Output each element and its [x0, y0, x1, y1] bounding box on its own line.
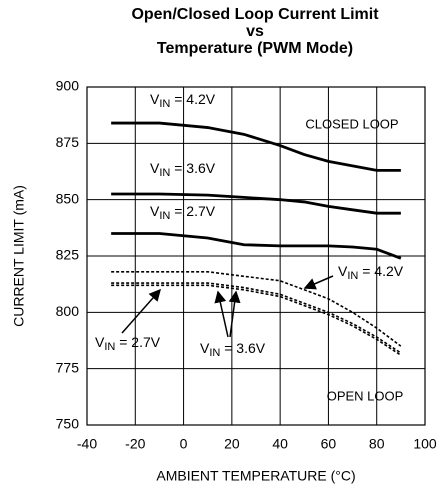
series-label: VIN = 3.6V: [200, 340, 266, 359]
label-part: IN: [209, 347, 220, 359]
annotation: OPEN LOOP: [327, 388, 404, 403]
line: [111, 192, 401, 215]
y-axis-label: CURRENT LIMIT (mA): [11, 185, 27, 327]
y-tick-label: 825: [56, 247, 80, 263]
label-part: IN: [159, 98, 170, 110]
series-label: VIN = 2.7V: [150, 203, 216, 222]
label-part: = 2.7V: [115, 334, 160, 350]
label-part: = 4.2V: [170, 91, 215, 107]
x-tick-label: -40: [77, 436, 97, 452]
y-tick-label: 750: [56, 416, 80, 432]
label-part: V: [150, 203, 160, 219]
label-part: V: [150, 91, 160, 107]
label-part: IN: [347, 270, 358, 282]
chart-title: Temperature (PWM Mode): [157, 40, 353, 57]
line: [111, 282, 402, 354]
label-part: V: [150, 160, 160, 176]
label-part: IN: [159, 210, 170, 222]
x-tick-label: 80: [369, 436, 385, 452]
chart-title: Open/Closed Loop Current Limit: [131, 6, 379, 23]
label-part: IN: [104, 341, 115, 353]
label-part: = 2.7V: [170, 203, 215, 219]
y-tick-label: 775: [56, 359, 80, 375]
series-label: VIN = 2.7V: [95, 334, 161, 353]
plot-frame: [86, 86, 426, 426]
series-label: VIN = 3.6V: [150, 160, 216, 179]
label-part: = 4.2V: [358, 263, 403, 279]
arrow: [228, 290, 241, 338]
line: [111, 232, 402, 260]
y-tick-label: 875: [56, 134, 80, 150]
label-part: IN: [159, 167, 170, 179]
arrow: [214, 290, 229, 338]
label-part: = 3.6V: [170, 160, 215, 176]
x-tick-label: 0: [180, 436, 188, 452]
chart-title: vs: [246, 23, 264, 40]
line: [111, 270, 402, 347]
x-tick-label: 20: [224, 436, 240, 452]
x-tick-label: -20: [125, 436, 145, 452]
line: [111, 121, 401, 172]
x-tick-label: 100: [413, 436, 437, 452]
series-label: VIN = 4.2V: [338, 263, 404, 282]
y-tick-label: 850: [56, 190, 80, 206]
y-tick-label: 800: [56, 303, 80, 319]
x-tick-label: 40: [272, 436, 288, 452]
label-part: V: [200, 340, 210, 356]
label-part: = 3.6V: [220, 340, 265, 356]
x-axis-label: AMBIENT TEMPERATURE (°C): [156, 468, 355, 484]
arrow: [121, 288, 161, 334]
label-part: V: [338, 263, 348, 279]
y-tick-label: 900: [56, 78, 80, 94]
x-tick-label: 60: [321, 436, 337, 452]
label-part: V: [95, 334, 105, 350]
annotation: CLOSED LOOP: [305, 116, 398, 131]
arrow: [303, 275, 334, 290]
line: [111, 284, 402, 356]
series-label: VIN = 4.2V: [150, 91, 216, 110]
